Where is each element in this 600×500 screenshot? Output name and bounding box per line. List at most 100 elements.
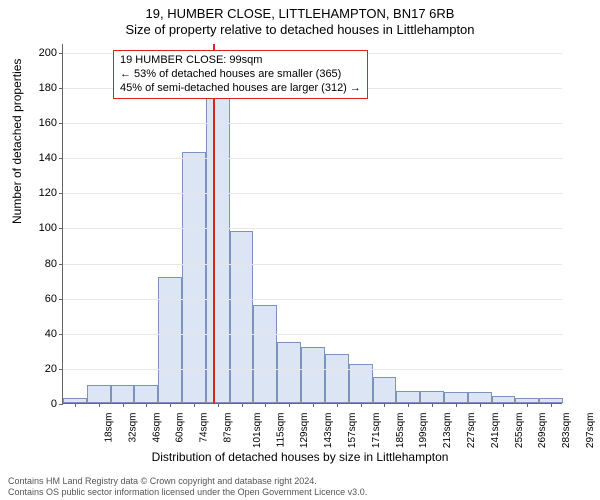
gridline — [63, 334, 562, 335]
xtick: 255sqm — [514, 413, 525, 449]
annotation-line: 19 HUMBER CLOSE: 99sqm — [120, 54, 361, 68]
plot-area: 02040608010012014016018020018sqm32sqm46s… — [62, 44, 562, 404]
xtick-mark — [123, 403, 124, 407]
property-size-chart: 19, HUMBER CLOSE, LITTLEHAMPTON, BN17 6R… — [0, 0, 600, 500]
xtick-mark — [218, 403, 219, 407]
y-axis-label: Number of detached properties — [10, 59, 24, 224]
xtick: 171sqm — [371, 413, 382, 449]
histogram-bar — [444, 392, 468, 403]
histogram-bar — [301, 347, 325, 403]
histogram-bar — [420, 391, 444, 403]
xtick-mark — [551, 403, 552, 407]
gridline — [63, 123, 562, 124]
ytick: 160 — [25, 117, 57, 129]
x-axis-label: Distribution of detached houses by size … — [0, 450, 600, 464]
histogram-bar — [230, 231, 254, 403]
xtick-mark — [384, 403, 385, 407]
xtick-mark — [194, 403, 195, 407]
xtick: 101sqm — [252, 413, 263, 449]
xtick-mark — [313, 403, 314, 407]
histogram-bar — [206, 87, 230, 403]
xtick-mark — [503, 403, 504, 407]
ytick: 80 — [25, 258, 57, 270]
chart-subtitle: Size of property relative to detached ho… — [0, 22, 600, 37]
gridline — [63, 299, 562, 300]
xtick: 241sqm — [490, 413, 501, 449]
xtick: 157sqm — [347, 413, 358, 449]
xtick-mark — [361, 403, 362, 407]
xtick-mark — [146, 403, 147, 407]
footer-line-1: Contains HM Land Registry data © Crown c… — [8, 476, 367, 487]
xtick: 60sqm — [175, 413, 186, 443]
xtick-mark — [99, 403, 100, 407]
ytick: 120 — [25, 187, 57, 199]
xtick-mark — [408, 403, 409, 407]
ytick-mark — [59, 264, 63, 265]
chart-footer: Contains HM Land Registry data © Crown c… — [8, 476, 367, 498]
ytick-mark — [59, 53, 63, 54]
gridline — [63, 193, 562, 194]
xtick-mark — [337, 403, 338, 407]
xtick-mark — [170, 403, 171, 407]
xtick-mark — [242, 403, 243, 407]
ytick: 0 — [25, 398, 57, 410]
gridline — [63, 228, 562, 229]
ytick-mark — [59, 158, 63, 159]
histogram-bar — [87, 385, 111, 403]
xtick-mark — [75, 403, 76, 407]
histogram-bar — [492, 396, 516, 403]
xtick: 87sqm — [222, 413, 233, 443]
histogram-bar — [182, 152, 206, 403]
annotation-line: ← 53% of detached houses are smaller (36… — [120, 68, 361, 82]
ytick-mark — [59, 193, 63, 194]
histogram-bar — [468, 392, 492, 403]
xtick: 297sqm — [585, 413, 596, 449]
xtick: 213sqm — [442, 413, 453, 449]
xtick-mark — [265, 403, 266, 407]
xtick: 185sqm — [395, 413, 406, 449]
ytick-mark — [59, 369, 63, 370]
xtick: 115sqm — [275, 413, 286, 448]
xtick: 269sqm — [538, 413, 549, 449]
xtick-mark — [527, 403, 528, 407]
gridline — [63, 158, 562, 159]
xtick: 18sqm — [103, 413, 114, 443]
histogram-bar — [111, 385, 135, 403]
ytick: 20 — [25, 363, 57, 375]
ytick: 180 — [25, 82, 57, 94]
xtick-mark — [456, 403, 457, 407]
xtick: 46sqm — [151, 413, 162, 443]
histogram-bar — [373, 377, 397, 403]
ytick-mark — [59, 88, 63, 89]
ytick-mark — [59, 299, 63, 300]
xtick: 199sqm — [419, 413, 430, 449]
ytick: 60 — [25, 293, 57, 305]
histogram-bar — [349, 364, 373, 403]
ytick-mark — [59, 123, 63, 124]
histogram-bar — [253, 305, 277, 403]
annotation-box: 19 HUMBER CLOSE: 99sqm← 53% of detached … — [113, 50, 368, 99]
histogram-bar — [325, 354, 349, 403]
histogram-bar — [134, 385, 158, 403]
ytick: 40 — [25, 328, 57, 340]
xtick-mark — [289, 403, 290, 407]
histogram-bar — [277, 342, 301, 403]
xtick-mark — [432, 403, 433, 407]
ytick-mark — [59, 334, 63, 335]
chart-title-address: 19, HUMBER CLOSE, LITTLEHAMPTON, BN17 6R… — [0, 6, 600, 21]
ytick: 100 — [25, 222, 57, 234]
histogram-bar — [396, 391, 420, 403]
ytick-mark — [59, 228, 63, 229]
gridline — [63, 264, 562, 265]
gridline — [63, 369, 562, 370]
footer-line-2: Contains OS public sector information li… — [8, 487, 367, 498]
histogram-bar — [158, 277, 182, 403]
ytick: 200 — [25, 47, 57, 59]
xtick: 32sqm — [127, 413, 138, 443]
xtick: 227sqm — [466, 413, 477, 449]
xtick: 283sqm — [561, 413, 572, 449]
ytick: 140 — [25, 152, 57, 164]
xtick: 129sqm — [299, 413, 310, 449]
ytick-mark — [59, 404, 63, 405]
annotation-line: 45% of semi-detached houses are larger (… — [120, 82, 361, 96]
